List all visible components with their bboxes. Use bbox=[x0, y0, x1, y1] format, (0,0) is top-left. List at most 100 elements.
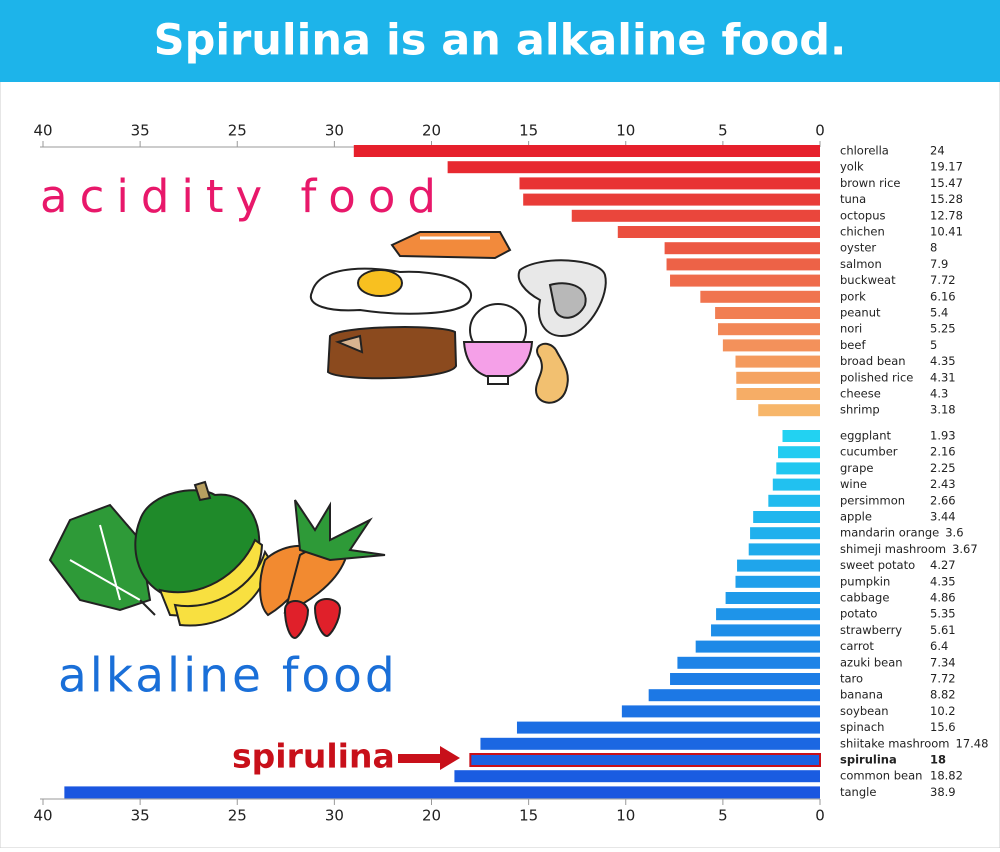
value-label: 10.2 bbox=[930, 704, 956, 718]
x-tick-label: 10 bbox=[616, 122, 635, 140]
category-label: mandarin orange bbox=[840, 526, 939, 540]
category-label: polished rice bbox=[840, 370, 913, 384]
value-label: 2.43 bbox=[930, 477, 956, 491]
bar bbox=[735, 575, 820, 588]
category-label: shimeji mashroom bbox=[840, 542, 946, 556]
x-tick-label: 40 bbox=[33, 122, 52, 140]
x-tick-label: 20 bbox=[422, 122, 441, 140]
bar bbox=[353, 145, 820, 157]
bar bbox=[64, 786, 821, 799]
bar bbox=[670, 673, 820, 685]
category-label: potato bbox=[840, 607, 877, 621]
x-tick-label: 40 bbox=[33, 807, 52, 825]
category-label: oyster bbox=[840, 241, 876, 255]
annotation-arrow bbox=[398, 746, 460, 770]
value-label: 4.35 bbox=[930, 574, 956, 588]
value-label: 8.82 bbox=[930, 688, 956, 702]
category-label: broad bean bbox=[840, 354, 906, 368]
category-label: sweet potato bbox=[840, 558, 915, 572]
value-label: 5.4 bbox=[930, 306, 948, 320]
x-tick-label: 0 bbox=[815, 122, 825, 140]
category-label: eggplant bbox=[840, 429, 892, 443]
value-label: 18 bbox=[930, 753, 946, 767]
category-label: shrimp bbox=[840, 403, 880, 417]
bar bbox=[715, 307, 820, 319]
x-tick-label: 15 bbox=[519, 122, 538, 140]
value-label: 4.31 bbox=[930, 370, 956, 384]
series-name: acidity food bbox=[40, 170, 448, 223]
bar bbox=[736, 371, 820, 384]
category-label: yolk bbox=[840, 160, 864, 174]
bar bbox=[753, 511, 820, 523]
bar bbox=[716, 608, 820, 621]
category-label: azuki bean bbox=[840, 655, 903, 669]
x-tick-label: 5 bbox=[718, 807, 728, 825]
value-label: 15.6 bbox=[930, 720, 956, 734]
value-label: 2.66 bbox=[930, 493, 956, 507]
value-label: 4.35 bbox=[930, 354, 956, 368]
value-label: 3.44 bbox=[930, 510, 956, 524]
category-label: pumpkin bbox=[840, 574, 890, 588]
category-label: taro bbox=[840, 672, 863, 686]
bar bbox=[758, 404, 820, 417]
bar bbox=[776, 462, 820, 475]
bar bbox=[677, 656, 820, 669]
value-label: 1.93 bbox=[930, 429, 956, 443]
category-label: strawberry bbox=[840, 623, 902, 637]
bar bbox=[768, 494, 820, 507]
bar bbox=[736, 388, 820, 400]
value-label: 17.48 bbox=[956, 736, 989, 750]
x-tick-label: 0 bbox=[815, 807, 825, 825]
x-tick-label: 20 bbox=[422, 807, 441, 825]
bar bbox=[523, 193, 820, 206]
category-label: cheese bbox=[840, 387, 881, 401]
bar bbox=[666, 258, 820, 271]
acid-foods-illustration bbox=[309, 231, 607, 404]
value-label: 24 bbox=[930, 144, 945, 158]
bar bbox=[735, 355, 820, 368]
x-tick-label: 5 bbox=[718, 122, 728, 140]
bar bbox=[480, 737, 820, 750]
value-label: 4.86 bbox=[930, 591, 956, 605]
category-label: carrot bbox=[840, 639, 874, 653]
bar bbox=[695, 640, 820, 653]
x-tick-label: 35 bbox=[131, 122, 150, 140]
value-label: 18.82 bbox=[930, 769, 963, 783]
value-label: 5.25 bbox=[930, 322, 956, 336]
value-label: 6.16 bbox=[930, 289, 956, 303]
category-label: peanut bbox=[840, 306, 881, 320]
value-label: 5.35 bbox=[930, 607, 956, 621]
x-tick-label: 15 bbox=[519, 807, 538, 825]
category-label: spinach bbox=[840, 720, 884, 734]
category-label: cucumber bbox=[840, 445, 898, 459]
category-label: common bean bbox=[840, 769, 922, 783]
value-label: 15.47 bbox=[930, 176, 963, 190]
bar bbox=[700, 290, 820, 303]
x-tick-label: 25 bbox=[228, 122, 247, 140]
value-label: 2.25 bbox=[930, 461, 956, 475]
value-label: 7.34 bbox=[930, 655, 956, 669]
bar bbox=[718, 323, 820, 336]
bar bbox=[648, 689, 820, 702]
category-label: tangle bbox=[840, 785, 876, 799]
category-label: octopus bbox=[840, 208, 885, 222]
bar bbox=[617, 226, 820, 238]
bar bbox=[778, 446, 820, 459]
series-name: alkaline food bbox=[58, 649, 398, 704]
category-label: beef bbox=[840, 338, 866, 352]
x-tick-label: 30 bbox=[325, 122, 344, 140]
category-label: tuna bbox=[840, 192, 866, 206]
x-tick-label: 10 bbox=[616, 807, 635, 825]
value-label: 10.41 bbox=[930, 225, 963, 239]
category-label: spirulina bbox=[840, 753, 897, 767]
bar bbox=[571, 209, 820, 222]
bar bbox=[725, 592, 820, 604]
value-label: 19.17 bbox=[930, 160, 963, 174]
bar bbox=[519, 177, 820, 190]
value-label: 8 bbox=[930, 241, 937, 255]
annotation: spirulina bbox=[232, 737, 395, 776]
category-label: buckweat bbox=[840, 273, 896, 287]
bar bbox=[722, 339, 820, 352]
value-label: 3.67 bbox=[952, 542, 978, 556]
